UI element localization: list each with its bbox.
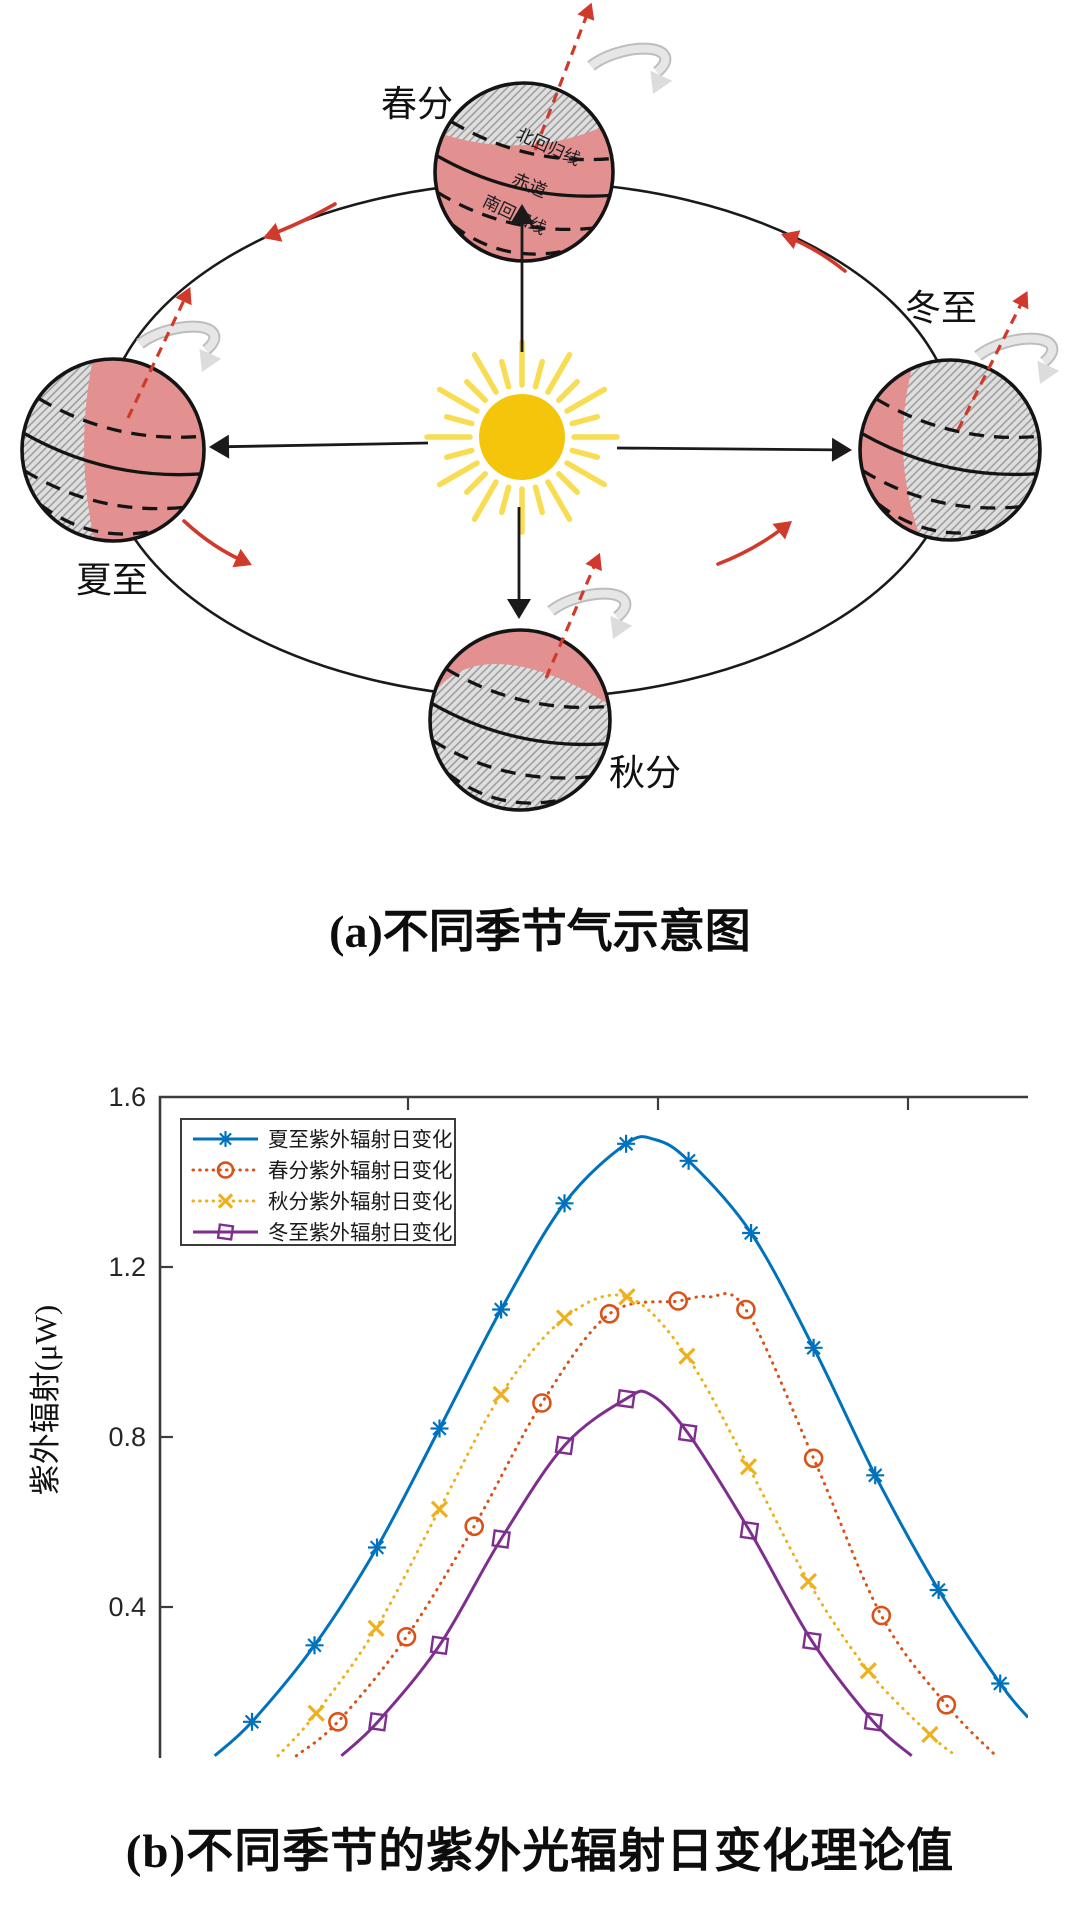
latitude-dashed-line xyxy=(37,396,204,439)
y-tick-label: 0.8 xyxy=(108,1422,146,1452)
rotation-curl-icon xyxy=(974,332,1060,384)
equator-line xyxy=(860,431,1037,477)
latitude-dashed-line xyxy=(451,223,566,256)
latitude-dashed-line xyxy=(876,502,992,535)
revolution-arrow-bottom-left xyxy=(182,519,252,568)
y-tick-label: 1.2 xyxy=(108,1252,146,1282)
season-label-spring: 春分 xyxy=(381,84,453,124)
globe-spring xyxy=(433,81,615,263)
caption-panel-b: (b)不同季节的紫外光辐射日变化理论值 xyxy=(125,1826,955,1878)
legend-item-autumn: 秋分紫外辐射日变化 xyxy=(191,1191,453,1214)
y-axis-label: 紫外辐射(μW) xyxy=(28,1305,63,1496)
legend-item-winter: 冬至紫外辐射日变化 xyxy=(193,1222,453,1245)
globe-winter xyxy=(858,358,1042,542)
rotation-axis-arrow xyxy=(126,286,192,419)
y-tick-label: 0.4 xyxy=(108,1592,146,1622)
plot-frame xyxy=(158,1095,1028,1758)
rotation-curl-icon xyxy=(136,320,222,372)
globe-autumn xyxy=(428,628,612,812)
legend-label: 秋分紫外辐射日变化 xyxy=(268,1191,453,1214)
season-label-winter: 冬至 xyxy=(905,288,977,328)
series-summer xyxy=(213,1134,1028,1757)
rotation-axis-arrow xyxy=(533,2,595,151)
day-side xyxy=(859,368,920,535)
sunlight-arrow-left xyxy=(209,434,429,459)
revolution-arrow-top-right xyxy=(781,230,847,273)
uv-radiation-chart: 0.4 0.8 1.2 1.6 紫外辐射(μW) 夏至紫外辐射日变化春分紫外辐射日变化秋分… xyxy=(28,1082,1028,1758)
equator-line xyxy=(435,154,610,198)
latitude-dashed-line xyxy=(875,397,1040,440)
revolution-arrow-bottom-right xyxy=(716,521,792,566)
latitude-dashed-line xyxy=(449,119,613,162)
latitude-dashed-line xyxy=(431,739,590,780)
series-autumn xyxy=(276,1288,958,1758)
latitude-dashed-line xyxy=(446,772,562,805)
legend-item-spring: 春分紫外辐射日变化 xyxy=(191,1160,453,1183)
equator-line xyxy=(430,701,607,747)
day-side xyxy=(84,358,204,541)
equator-line xyxy=(22,431,201,477)
sunlight-arrow-right xyxy=(616,437,852,462)
revolution-arrow-top-left xyxy=(263,202,337,242)
day-side xyxy=(434,127,613,261)
legend-label: 夏至紫外辐射日变化 xyxy=(268,1129,453,1152)
sun-icon xyxy=(424,339,620,535)
season-label-summer: 夏至 xyxy=(76,560,148,600)
y-tick-label: 1.6 xyxy=(108,1082,146,1112)
latitude-dashed-line xyxy=(38,502,156,536)
legend-label: 春分紫外辐射日变化 xyxy=(268,1160,453,1183)
latitude-dashed-line xyxy=(23,469,184,511)
globe-summer xyxy=(20,357,206,543)
sunlight-arrow-up xyxy=(510,204,534,352)
series-winter xyxy=(340,1388,913,1757)
rotation-curl-icon xyxy=(547,587,633,639)
sunlight-arrow-down xyxy=(507,507,531,619)
day-side xyxy=(433,630,609,705)
season-label-autumn: 秋分 xyxy=(609,753,681,793)
legend-item-summer: 夏至紫外辐射日变化 xyxy=(193,1129,453,1152)
latitude-dashed-line xyxy=(445,667,610,710)
caption-panel-a: (a)不同季节气示意图 xyxy=(329,906,751,957)
rotation-axis-arrow xyxy=(956,291,1029,431)
legend-label: 冬至紫外辐射日变化 xyxy=(268,1222,453,1245)
rotation-axis-arrow xyxy=(544,552,602,679)
rotation-curl-icon xyxy=(587,42,673,94)
series-spring xyxy=(294,1291,998,1758)
latitude-dashed-line xyxy=(861,469,1020,510)
